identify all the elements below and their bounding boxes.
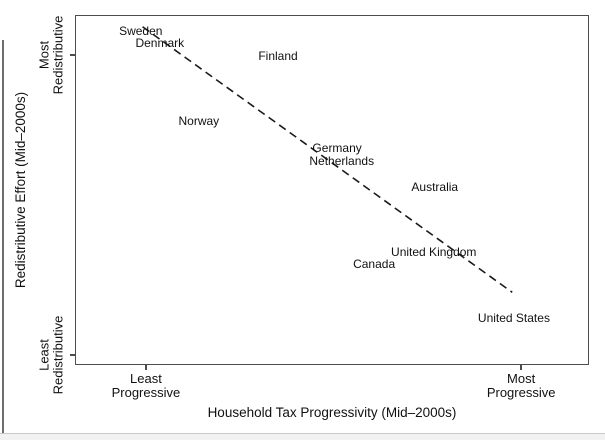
plot-area: Sweden Denmark Finland Norway Germany Netherl… [75,15,589,365]
y-tick-label: Least Redistributive [36,315,66,395]
country-label: Denmark [135,35,185,50]
x-tick-mark [145,365,147,370]
x-tick-label-line: Progressive [486,384,556,400]
x-tick-mark [520,365,522,370]
y-axis-title: Redistributive Effort (Mid–2000s) [13,91,28,289]
trend-line-layer [142,26,513,293]
y-tick-mark [70,54,75,56]
x-tick-label: Least Progressive [112,372,181,399]
x-tick-label-line: Progressive [111,384,181,400]
image-left-border [2,40,4,433]
country-label: Netherlands [309,153,375,168]
y-tick-mark [70,354,75,356]
country-label: United States [477,311,550,326]
country-label: Finland [258,48,298,63]
x-tick-label: Most Progressive [487,372,556,399]
y-tick-label-line: Redistributive [50,315,65,395]
country-label: Canada [353,257,396,272]
trend-line [142,26,513,293]
y-tick-label-line: Redistributive [50,15,65,95]
country-label: Germany [312,140,362,155]
y-tick-label-line: Least [36,338,52,371]
country-label: Norway [178,114,220,128]
x-tick-label-line: Least [130,371,162,386]
country-label: Sweden [119,24,163,39]
country-label: Australia [411,180,459,195]
x-axis-title: Household Tax Progressivity (Mid–2000s) [207,405,457,420]
bottom-strip [0,433,605,440]
y-tick-label: Most Redistributive [36,15,66,95]
y-tick-label-line: Most [36,40,52,69]
x-tick-label-line: Most [507,371,536,386]
country-label: United Kingdom [391,244,477,259]
